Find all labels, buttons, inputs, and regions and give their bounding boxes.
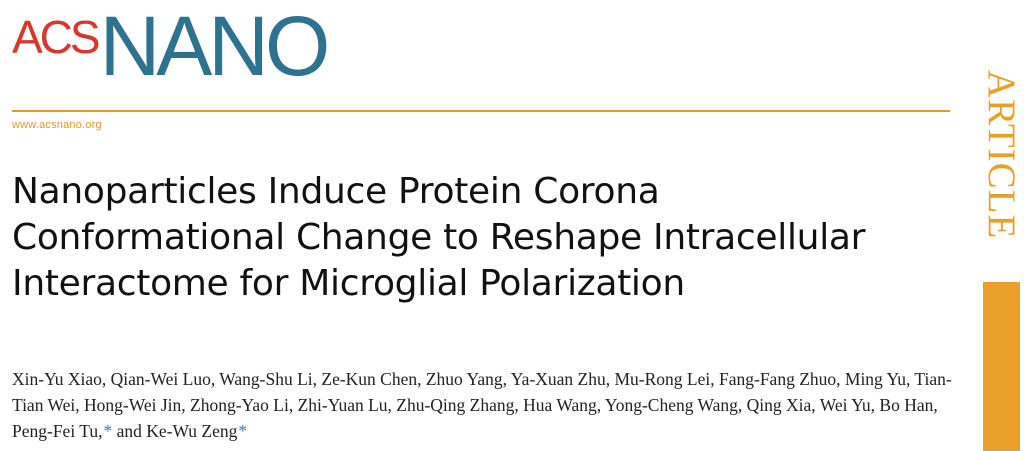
article-title: Nanoparticles Induce Protein Corona Conf… <box>12 171 866 304</box>
author-list: Xin-Yu Xiao, Qian-Wei Luo, Wang-Shu Li, … <box>12 366 962 444</box>
last-author: Ke-Wu Zeng <box>146 421 238 441</box>
header-rule <box>12 110 950 112</box>
journal-url[interactable]: www.acsnano.org <box>12 119 102 131</box>
logo-acs-text: ACS <box>12 11 101 63</box>
journal-logo: ACS NANO <box>12 0 331 93</box>
authors-connector: and <box>112 421 147 441</box>
authors-text: Xin-Yu Xiao, Qian-Wei Luo, Wang-Shu Li, … <box>12 369 952 441</box>
section-label: ARTICLE <box>980 70 1023 240</box>
article-side-label-band: ARTICLE <box>980 70 1023 282</box>
logo-nano-text: NANO <box>99 0 331 93</box>
corresponding-mark-tu[interactable]: * <box>103 421 113 441</box>
corresponding-mark-zeng[interactable]: * <box>238 421 248 441</box>
